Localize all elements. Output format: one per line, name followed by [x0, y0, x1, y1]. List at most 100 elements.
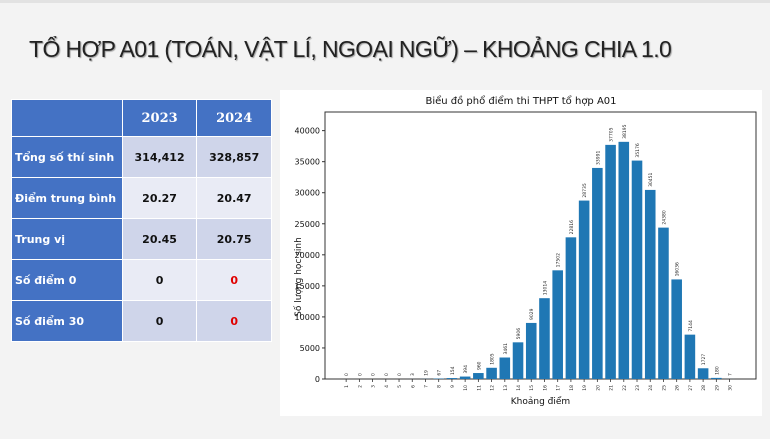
x-tick-label: 8	[437, 385, 443, 388]
bar	[631, 160, 643, 379]
bar	[592, 167, 603, 379]
bar	[446, 378, 458, 379]
slide-title: TỔ HỢP A01 (TOÁN, VẬT LÍ, NGOẠI NGỮ) – K…	[29, 36, 672, 62]
x-tick-label: 30	[728, 385, 734, 391]
bar-value-label: 24380	[661, 210, 667, 224]
bar	[473, 373, 484, 379]
y-tick-label: 35000	[295, 158, 320, 167]
table-row: Điểm trung bình 20.27 20.47	[11, 177, 272, 219]
table-row: Số điểm 30 0 0	[11, 300, 272, 342]
x-tick-label: 29	[714, 385, 720, 391]
bar-value-label: 7144	[688, 320, 694, 332]
bar-value-label: 0	[357, 373, 363, 376]
x-tick-label: 19	[582, 385, 588, 391]
x-tick-label: 18	[569, 385, 575, 391]
y-tick-label: 25000	[295, 220, 320, 229]
bar-value-label: 19	[423, 370, 429, 376]
x-tick-label: 15	[529, 385, 535, 391]
x-tick-label: 27	[688, 385, 694, 391]
chart-title: Biểu đồ phổ điểm thi THPT tổ hợp A01	[425, 96, 617, 107]
bar-value-label: 13014	[542, 281, 548, 295]
cell-2024: 328,857	[196, 136, 272, 178]
x-tick-label: 21	[609, 385, 615, 391]
bar	[618, 141, 630, 379]
bar-value-label: 28735	[582, 183, 588, 197]
x-tick-label: 6	[410, 385, 416, 388]
y-tick-label: 40000	[295, 127, 320, 136]
x-tick-label: 20	[595, 385, 601, 391]
bar	[539, 298, 550, 379]
bar-value-label: 154	[450, 366, 456, 375]
x-tick-label: 26	[675, 385, 681, 391]
bar-value-label: 0	[384, 373, 390, 376]
bar-value-label: 3461	[503, 343, 509, 355]
bar	[644, 189, 656, 379]
cell-2024: 20.47	[196, 177, 272, 219]
chart-panel: Biểu đồ phổ điểm thi THPT tổ hợp A01 Số …	[280, 90, 762, 416]
bar	[684, 334, 696, 379]
bar	[525, 322, 537, 379]
row-label: Tổng số thí sinh	[11, 136, 123, 178]
bar-value-label: 9029	[529, 308, 535, 320]
header-2023: 2023	[121, 99, 198, 137]
y-tick-label: 10000	[295, 313, 320, 322]
table-row: Số điểm 0 0 0	[11, 259, 272, 301]
x-tick-label: 3	[371, 385, 377, 388]
bar-value-label: 0	[397, 373, 403, 376]
bar	[697, 368, 709, 379]
x-tick-label: 5	[397, 385, 403, 388]
x-tick-label: 25	[661, 385, 667, 391]
x-tick-label: 7	[423, 385, 429, 388]
table-row: Tổng số thí sinh 314,412 328,857	[11, 136, 272, 178]
bar-value-label: 67	[437, 370, 443, 376]
cell-2023: 314,412	[121, 136, 198, 178]
y-tick-label: 30000	[295, 189, 320, 198]
bar-value-label: 38195	[622, 124, 628, 138]
bar-value-label: 1805	[490, 353, 496, 365]
bar-value-label: 180	[714, 366, 720, 375]
y-tick-label: 5000	[300, 344, 320, 353]
bar-value-label: 7	[728, 373, 734, 376]
cell-2024: 20.75	[196, 218, 272, 260]
x-tick-label: 9	[450, 385, 456, 388]
x-tick-label: 4	[384, 385, 390, 388]
bar-value-label: 3	[410, 373, 416, 376]
y-tick-label: 15000	[295, 282, 320, 291]
x-axis-label: Khoảng điểm	[510, 397, 571, 407]
x-tick-label: 23	[635, 385, 641, 391]
cell-2023: 0	[121, 259, 198, 301]
x-tick-label: 17	[556, 385, 562, 391]
bar	[499, 357, 511, 379]
bar-value-label: 33991	[595, 150, 601, 164]
bar-value-label: 960	[476, 361, 482, 370]
header-2024: 2024	[196, 99, 272, 137]
bar	[512, 342, 524, 379]
bar	[459, 376, 471, 379]
bar-value-label: 37705	[609, 127, 615, 141]
bar-value-label: 5906	[516, 328, 522, 340]
row-label: Trung vị	[11, 218, 123, 260]
cell-2023: 0	[121, 300, 198, 342]
bar	[552, 270, 563, 379]
table-row: Trung vị 20.45 20.75	[11, 218, 272, 260]
y-tick-label: 0	[315, 375, 320, 384]
y-tick-label: 20000	[295, 251, 320, 260]
x-tick-label: 11	[476, 385, 482, 391]
bar-value-label: 394	[463, 365, 469, 374]
cell-2024-highlight: 0	[196, 300, 272, 342]
bar-value-label: 0	[371, 373, 377, 376]
x-tick-label: 16	[542, 385, 548, 391]
cell-2023: 20.27	[121, 177, 198, 219]
stats-table: 2023 2024 Tổng số thí sinh 314,412 328,8…	[11, 99, 272, 342]
row-label: Số điểm 0	[11, 259, 123, 301]
x-tick-label: 24	[648, 385, 654, 391]
x-tick-label: 10	[463, 385, 469, 391]
header-empty	[11, 99, 123, 137]
bar	[711, 377, 722, 379]
x-tick-label: 2	[357, 385, 363, 388]
bar-value-label: 1727	[701, 354, 707, 366]
bar	[578, 200, 590, 379]
bar-value-label: 0	[344, 373, 350, 376]
row-label: Số điểm 30	[11, 300, 123, 342]
x-tick-label: 22	[622, 385, 628, 391]
